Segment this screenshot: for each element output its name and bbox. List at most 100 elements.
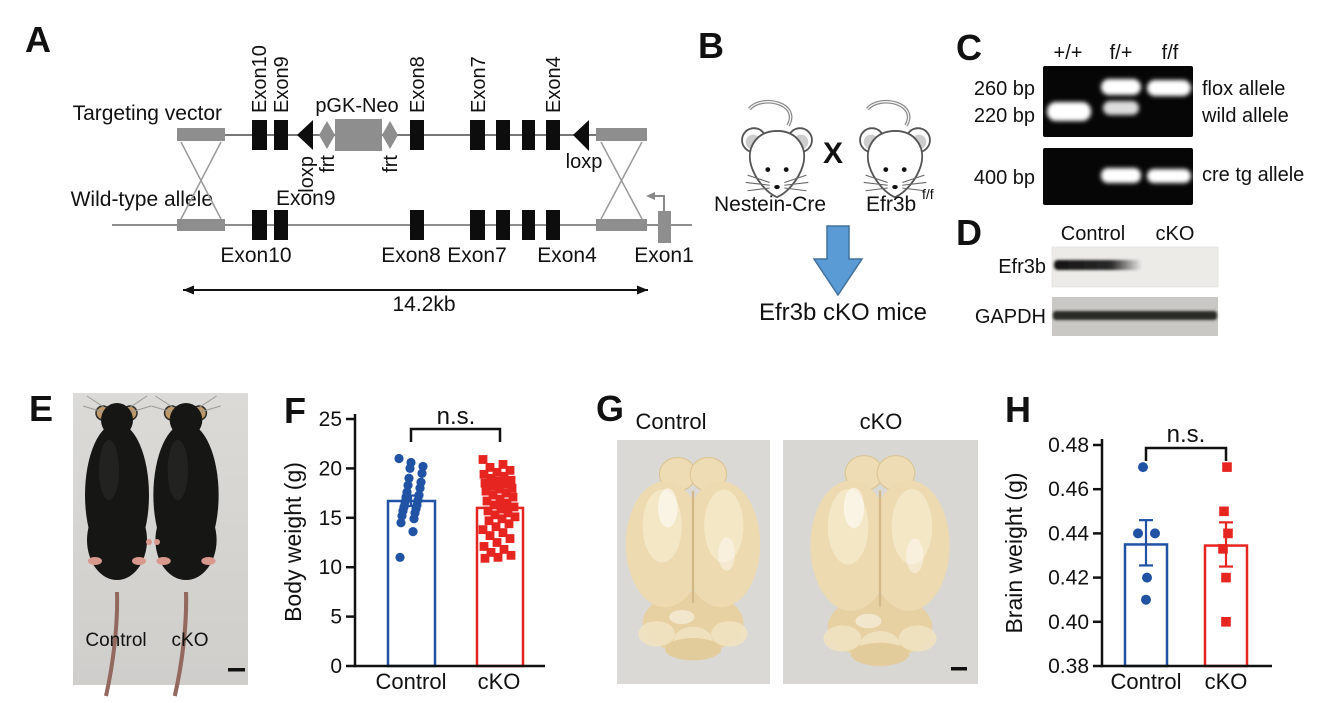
frt-diamond-1 <box>319 121 335 149</box>
gapdh-band <box>1053 311 1217 320</box>
data-point <box>395 552 405 562</box>
pgk-neo-label: pGK-Neo <box>315 95 398 117</box>
panel-e-letter: E <box>29 388 53 429</box>
data-point <box>498 528 508 538</box>
data-point <box>503 508 513 518</box>
data-point <box>417 468 427 478</box>
data-point <box>487 481 497 491</box>
data-point <box>397 511 407 521</box>
allele-label-flox: flox allele <box>1202 78 1285 100</box>
gel-bands-bottom <box>1101 168 1191 183</box>
wt-exon1-label: Exon1 <box>634 244 694 267</box>
data-point <box>405 463 415 473</box>
wt-arm-left <box>177 219 225 231</box>
tv-exon10-label: Exon10 <box>249 45 271 113</box>
data-point <box>396 518 406 528</box>
h-ytick-046: 0.46 <box>1048 478 1089 501</box>
data-point <box>394 453 404 464</box>
f-xlabel-control: Control <box>376 669 447 694</box>
scale-arrowhead-left-icon <box>183 285 194 295</box>
brain-label-control: Control <box>636 409 707 434</box>
loxp-right-label: loxp <box>566 151 603 173</box>
h-ytick-042: 0.42 <box>1048 567 1089 590</box>
data-point <box>409 514 419 524</box>
data-point <box>499 471 509 481</box>
data-point <box>1221 572 1231 583</box>
h-significance-label: n.s. <box>1167 421 1206 448</box>
parent2-superscript: f/f <box>922 186 934 202</box>
data-point <box>506 475 516 485</box>
tv-exon7-label: Exon7 <box>468 56 490 113</box>
data-point <box>479 542 489 551</box>
wt-exon7-label: Exon7 <box>447 244 507 267</box>
f-ytick-5: 5 <box>330 606 342 629</box>
size-label-400: 400 bp <box>974 167 1035 189</box>
data-point <box>494 484 504 494</box>
panel-b-letter: B <box>698 25 724 66</box>
size-label-260: 260 bp <box>974 78 1035 100</box>
loxp-triangle-left <box>297 120 313 150</box>
h-y-ticks <box>1093 443 1102 668</box>
data-point <box>507 483 517 493</box>
f-y-axis-label: Body weight (g) <box>280 462 306 622</box>
data-point <box>1138 462 1148 473</box>
exon1-box <box>658 211 671 243</box>
h-significance-bracket <box>1144 446 1228 461</box>
h-y-axis-label: Brain weight (g) <box>1001 472 1027 633</box>
f-ytick-25: 25 <box>319 408 342 431</box>
data-point <box>1221 617 1231 627</box>
data-point <box>493 552 503 562</box>
loxp-left-label: loxp <box>296 156 318 193</box>
data-point <box>485 463 495 472</box>
allele-label-wild: wild allele <box>1201 105 1289 127</box>
h-plot-area <box>1123 462 1249 668</box>
f-xlabel-cko: cKO <box>478 669 521 694</box>
data-point <box>1218 544 1228 554</box>
data-point <box>488 490 498 500</box>
data-point <box>501 488 511 498</box>
h-ytick-040: 0.40 <box>1048 611 1089 634</box>
data-point <box>478 455 488 464</box>
blot-row-efr3b: Efr3b <box>998 256 1046 278</box>
panel-c: C +/+ f/+ f/f 260 bp 220 bp 400 bp flox … <box>956 27 1304 205</box>
data-point <box>481 486 491 496</box>
down-arrow-icon <box>812 225 864 297</box>
f-significance-label: n.s. <box>437 403 476 430</box>
size-label-220: 220 bp <box>974 105 1035 127</box>
wt-exon9-label: Exon9 <box>276 187 336 210</box>
data-point <box>492 467 502 477</box>
scale-label: 14.2kb <box>392 293 455 316</box>
promoter-arrowhead-icon <box>646 192 655 200</box>
data-point <box>1223 528 1233 539</box>
data-point <box>485 531 495 540</box>
data-point <box>505 534 515 543</box>
data-point <box>489 500 499 510</box>
data-point <box>498 460 508 469</box>
data-point <box>504 519 514 529</box>
wt-exon-boxes <box>252 210 560 240</box>
mouse-label-control: Control <box>85 630 146 651</box>
data-point <box>496 504 506 514</box>
data-point <box>1133 528 1143 539</box>
promoter-arrow <box>653 195 665 211</box>
lane-label-3: f/f <box>1162 42 1179 64</box>
blot-col-cko: cKO <box>1156 223 1195 245</box>
crossover-right <box>600 141 643 220</box>
data-point <box>484 516 494 526</box>
panel-g-letter: G <box>596 388 624 429</box>
panel-a-letter: A <box>25 19 51 60</box>
data-point <box>509 502 519 512</box>
tv-exon-boxes <box>252 120 560 150</box>
data-point <box>502 498 512 508</box>
mouse-label-cko: cKO <box>172 630 209 651</box>
frt-diamond-2 <box>382 121 398 149</box>
bar-Control <box>386 499 437 668</box>
data-point <box>480 478 490 488</box>
parent1-label: Nestein-Cre <box>714 193 826 216</box>
data-point <box>508 492 518 502</box>
blot-col-control: Control <box>1061 223 1125 245</box>
data-point <box>490 510 500 520</box>
lane-label-1: +/+ <box>1054 42 1083 64</box>
f-plot-area <box>386 453 525 668</box>
homology-arm-right <box>596 128 647 141</box>
